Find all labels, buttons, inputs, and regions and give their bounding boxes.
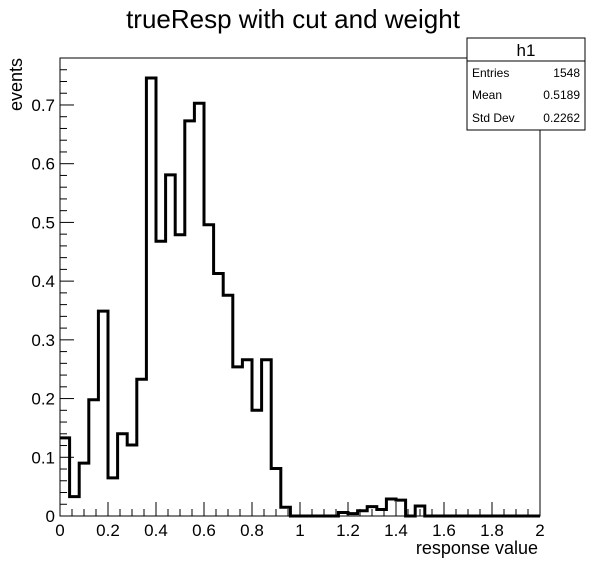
y-tick-label: 0 (46, 507, 55, 526)
y-tick-labels: 0 0.1 0.2 0.3 0.4 0.5 0.6 0.7 (31, 96, 55, 526)
x-tick-label: 0 (55, 521, 64, 540)
stats-box-frame (466, 37, 586, 131)
chart-title: trueResp with cut and weight (126, 4, 461, 34)
x-tick-label: 0.8 (240, 521, 264, 540)
y-tick-label: 0.7 (31, 96, 55, 115)
x-tick-label: 1 (295, 521, 304, 540)
x-axis-title: response value (416, 538, 538, 558)
stats-mean-value: 0.5189 (543, 88, 580, 102)
stats-stddev-value: 0.2262 (543, 111, 580, 125)
y-axis-title: events (6, 58, 26, 111)
y-tick-label: 0.6 (31, 155, 55, 174)
x-tick-label: 1.6 (432, 521, 456, 540)
stats-box-name: h1 (517, 41, 536, 60)
stats-entries-label: Entries (472, 66, 509, 80)
y-tick-label: 0.5 (31, 213, 55, 232)
y-tick-label: 0.4 (31, 272, 55, 291)
y-tick-label: 0.3 (31, 331, 55, 350)
x-tick-label: 0.6 (192, 521, 216, 540)
y-tick-label: 0.2 (31, 390, 55, 409)
stats-entries-value: 1548 (553, 66, 580, 80)
stats-box: h1 Entries 1548 Mean 0.5189 Std Dev 0.22… (466, 37, 586, 131)
x-tick-label: 0.4 (144, 521, 168, 540)
x-tick-label: 2 (535, 521, 544, 540)
x-tick-labels: 0 0.2 0.4 0.6 0.8 1 1.2 1.4 1.6 1.8 2 (55, 521, 544, 540)
x-tick-label: 1.4 (384, 521, 408, 540)
x-tick-label: 1.2 (336, 521, 360, 540)
x-tick-label: 1.8 (480, 521, 504, 540)
stats-mean-label: Mean (472, 88, 502, 102)
axis-ticks (59, 57, 541, 517)
x-tick-label: 0.2 (96, 521, 120, 540)
stats-stddev-label: Std Dev (472, 111, 515, 125)
histogram-series (60, 76, 540, 518)
y-tick-label: 0.1 (31, 448, 55, 467)
